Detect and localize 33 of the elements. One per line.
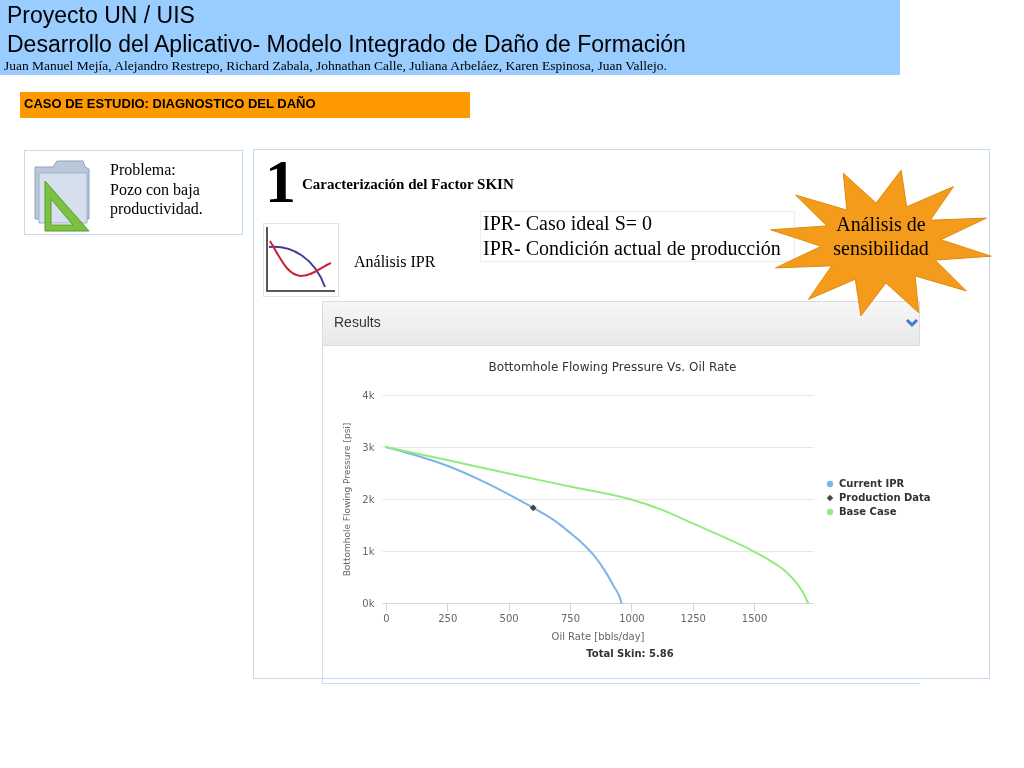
- text: Desarrollo del Aplicativo- Modelo Integrado de Daño de Formación: [7, 31, 686, 59]
- text: Results: [334, 314, 381, 331]
- y-axis-title: Bottomhole Flowing Pressure [psi]: [342, 422, 353, 577]
- text: Problema:: [110, 160, 176, 180]
- text: 1: [265, 147, 296, 215]
- y-tick-label: 2k: [362, 493, 375, 505]
- y-tick-label: 3k: [362, 441, 375, 453]
- x-tick-label: 750: [560, 612, 581, 624]
- x-tick-label: 1000: [619, 612, 645, 624]
- y-tick-label: 0k: [362, 597, 375, 609]
- text: Total Skin: 5.86: [585, 648, 675, 660]
- text: CASO DE ESTUDIO: DIAGNOSTICO DEL DAÑO: [24, 96, 316, 112]
- x-tick-label: 1500: [741, 612, 768, 624]
- legend-label: Current IPR: [839, 478, 905, 489]
- x-tick-label: 0: [383, 612, 390, 624]
- text: Análisis IPR: [354, 252, 436, 272]
- text: IPR- Caso ideal S= 0: [483, 211, 653, 235]
- chart-title: Bottomhole Flowing Pressure Vs. Oil Rate: [488, 360, 737, 374]
- line-series: [384, 446, 810, 604]
- legend-label: Base Case: [839, 506, 897, 517]
- x-axis-title: Oil Rate [bbls/day]: [551, 630, 645, 642]
- y-tick-label: 4k: [362, 389, 375, 401]
- text: Análisis de sensibilidad: [832, 212, 930, 260]
- legend-label: Production Data: [839, 492, 931, 503]
- text: Pozo con baja productividad.: [110, 180, 204, 219]
- x-tick-label: 1250: [680, 612, 706, 624]
- text: IPR- Condición actual de producción: [483, 236, 781, 260]
- y-tick-label: 1k: [362, 545, 375, 557]
- text: Caracterización del Factor SKIN: [302, 175, 514, 193]
- text: Proyecto UN / UIS: [7, 2, 195, 30]
- x-tick-label: 500: [499, 612, 519, 624]
- x-tick-label: 250: [438, 612, 458, 624]
- text: Juan Manuel Mejía, Alejandro Restrepo, Richard Zabala, Johnathan Calle, Juliana Arbeláez, Karen Espinosa, Juan Vallejo.: [4, 58, 667, 75]
